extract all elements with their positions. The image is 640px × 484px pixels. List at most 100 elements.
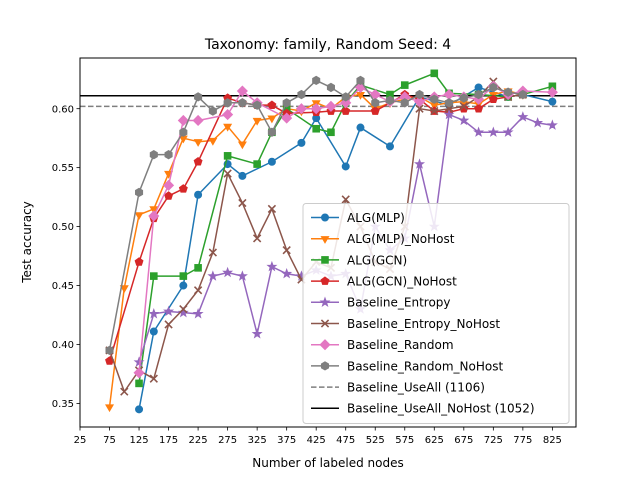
- data-point-alg-mlp: [267, 157, 276, 166]
- data-point-alg-gcn: [150, 272, 158, 280]
- y-tick-label: 0.50: [52, 222, 74, 233]
- legend-item-baseline-useall-1106: Baseline_UseAll (1106): [311, 381, 485, 395]
- legend-marker: [320, 213, 329, 222]
- data-point-baseline-random-nohost: [135, 187, 144, 198]
- data-point-alg-gcn-nohost: [474, 103, 484, 113]
- data-point-baseline-random-nohost: [415, 89, 424, 100]
- data-point-baseline-random-nohost: [400, 98, 409, 108]
- y-tick-label: 0.60: [52, 104, 74, 115]
- data-point-alg-mlp-nohost: [267, 115, 277, 124]
- data-point-baseline-entropy: [532, 117, 544, 128]
- plot-frame: [79, 57, 577, 428]
- x-tick-label: 825: [543, 435, 562, 446]
- x-tick-label: 275: [218, 435, 237, 446]
- data-point-baseline-random-nohost: [194, 92, 203, 102]
- y-tick-label: 0.40: [52, 340, 74, 351]
- data-point-baseline-random-nohost: [445, 98, 454, 108]
- x-tick-label: 625: [425, 435, 444, 446]
- data-point-alg-mlp-nohost: [237, 141, 247, 150]
- data-point-baseline-entropy-nohost: [164, 320, 173, 329]
- data-point-baseline-entropy: [236, 270, 248, 281]
- data-point-baseline-entropy-nohost: [444, 104, 454, 113]
- y-tick-label: 0.55: [52, 163, 74, 174]
- legend-marker: [319, 296, 331, 307]
- data-point-alg-mlp: [297, 138, 306, 147]
- series-line-alg-gcn: [138, 72, 553, 384]
- data-point-baseline-random: [546, 86, 558, 98]
- y-tick-label: 0.45: [52, 281, 74, 292]
- data-point-baseline-random: [413, 96, 426, 108]
- data-point-alg-mlp-nohost: [252, 117, 262, 126]
- data-point-baseline-entropy-nohost: [267, 204, 277, 214]
- data-point-baseline-random: [133, 367, 145, 379]
- data-point-baseline-random: [310, 103, 322, 115]
- data-point-alg-mlp: [179, 281, 188, 290]
- data-point-baseline-entropy: [266, 260, 278, 272]
- data-point-baseline-entropy: [517, 111, 529, 122]
- data-point-baseline-random-nohost: [297, 89, 306, 100]
- data-point-baseline-entropy-nohost: [415, 104, 424, 113]
- data-point-alg-gcn: [194, 264, 202, 272]
- x-tick-label: 525: [366, 435, 385, 446]
- data-point-baseline-random: [443, 88, 455, 101]
- data-point-baseline-random-nohost: [267, 127, 276, 137]
- data-point-alg-gcn-nohost: [164, 191, 174, 200]
- legend-item-alg-mlp: ALG(MLP): [311, 211, 405, 225]
- data-point-baseline-entropy: [192, 308, 204, 319]
- data-point-baseline-random-nohost: [223, 98, 232, 108]
- data-point-alg-gcn-nohost: [178, 184, 188, 193]
- x-tick-label: 675: [454, 435, 473, 446]
- legend-marker: [320, 361, 330, 371]
- data-point-alg-mlp: [194, 190, 203, 199]
- data-point-baseline-entropy: [414, 158, 426, 169]
- data-point-baseline-entropy: [487, 126, 499, 137]
- series-baseline-random-nohost: [105, 75, 527, 356]
- data-point-alg-mlp: [135, 405, 144, 414]
- data-point-baseline-entropy: [177, 306, 189, 318]
- data-point-baseline-entropy: [281, 267, 293, 279]
- data-point-baseline-entropy: [222, 266, 234, 278]
- legend-item-alg-mlp-nohost: ALG(MLP)_NoHost: [311, 232, 455, 246]
- legend-marker: [319, 339, 331, 351]
- legend-label: ALG(MLP): [347, 211, 405, 225]
- series-baseline-entropy: [133, 108, 558, 367]
- data-point-baseline-entropy-nohost: [252, 234, 262, 243]
- data-point-baseline-random: [281, 112, 293, 124]
- data-point-baseline-random-nohost: [356, 75, 365, 86]
- series-line-baseline-random-nohost: [108, 79, 523, 351]
- data-point-baseline-random: [236, 85, 248, 97]
- data-point-baseline-random-nohost: [208, 106, 217, 116]
- data-point-alg-gcn: [135, 379, 143, 388]
- data-point-baseline-entropy: [133, 356, 145, 367]
- data-point-alg-gcn: [223, 152, 232, 160]
- y-axis-label: Test accuracy: [20, 201, 34, 284]
- data-point-baseline-random: [295, 103, 307, 115]
- data-point-baseline-random-nohost: [238, 98, 247, 108]
- data-point-baseline-random-nohost: [326, 82, 335, 93]
- legend-label: Baseline_Random_NoHost: [347, 359, 503, 373]
- legend: ALG(MLP) ALG(MLP)_NoHost ALG(GCN) ALG(GCN)_…: [302, 203, 570, 424]
- data-point-alg-mlp-nohost: [149, 206, 159, 215]
- data-point-alg-gcn-nohost: [193, 157, 203, 166]
- data-point-baseline-random: [325, 100, 337, 112]
- data-point-baseline-random-nohost: [179, 127, 188, 137]
- legend-item-baseline-entropy: Baseline_Entropy: [311, 296, 451, 310]
- data-point-alg-gcn: [430, 69, 439, 78]
- chart-title: Taxonomy: family, Random Seed: 4: [204, 37, 451, 53]
- x-tick-label: 325: [248, 435, 267, 446]
- legend-marker: [320, 236, 330, 244]
- data-point-alg-gcn: [400, 81, 409, 89]
- data-point-alg-mlp-nohost: [208, 137, 218, 146]
- legend-item-baseline-entropy-nohost: Baseline_Entropy_NoHost: [311, 317, 500, 331]
- data-point-baseline-entropy-nohost: [179, 304, 188, 314]
- x-tick-label: 125: [130, 435, 149, 446]
- data-point-baseline-random: [222, 109, 234, 121]
- data-point-alg-mlp: [149, 327, 158, 336]
- series-layer: [105, 69, 558, 414]
- legend-item-baseline-random-nohost: Baseline_Random_NoHost: [311, 359, 503, 373]
- data-point-baseline-entropy: [502, 126, 514, 137]
- legend-label: Baseline_Entropy: [347, 296, 451, 310]
- legend-item-alg-gcn: ALG(GCN): [311, 253, 407, 267]
- data-point-baseline-random-nohost: [253, 100, 262, 110]
- data-point-baseline-random: [177, 114, 189, 127]
